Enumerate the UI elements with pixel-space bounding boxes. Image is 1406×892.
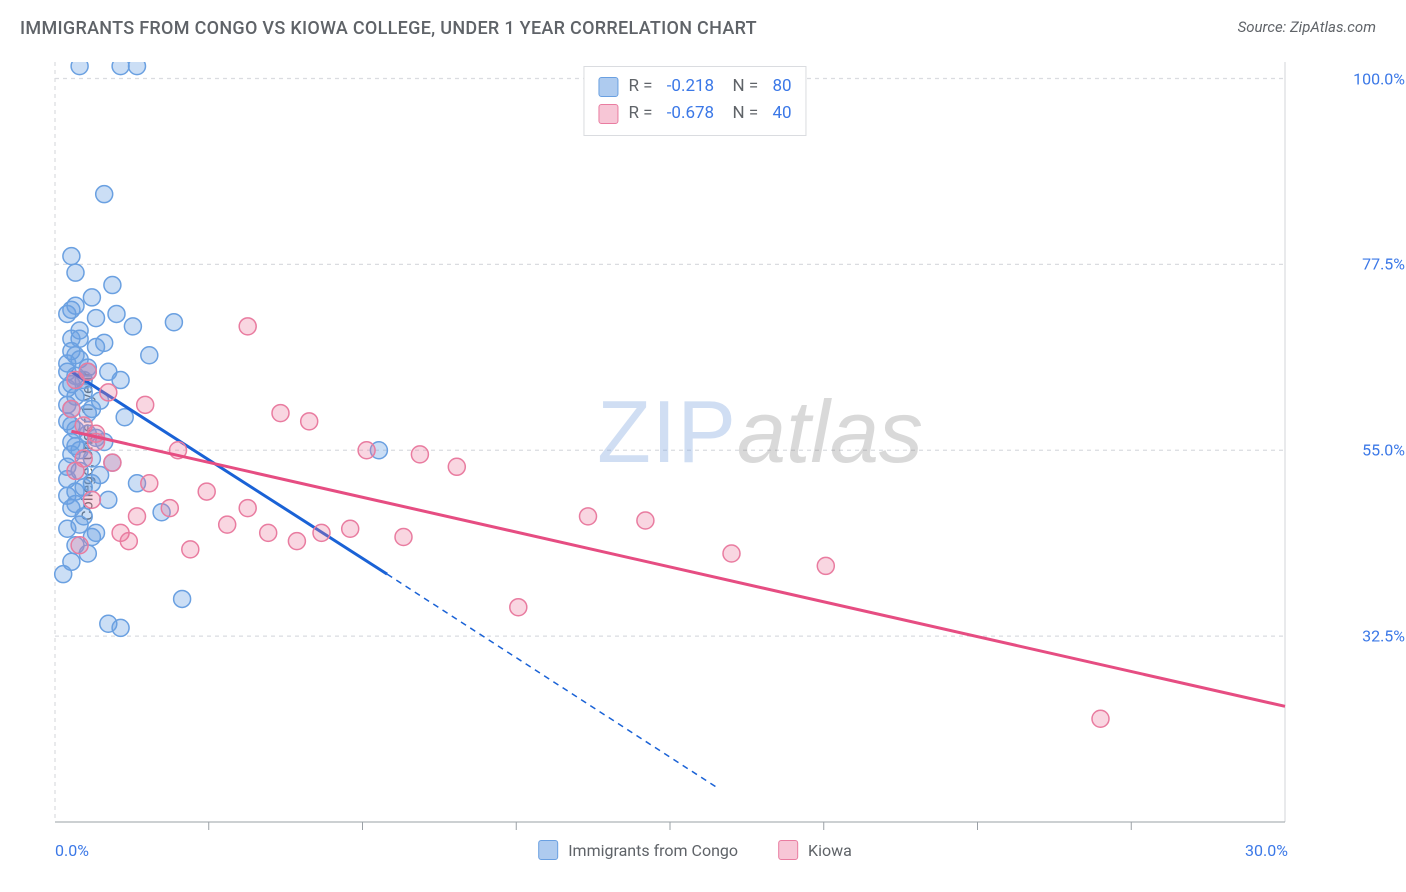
scatter-point	[67, 264, 84, 281]
scatter-point	[112, 619, 129, 636]
legend-n-value: 40	[772, 100, 791, 127]
scatter-point	[104, 277, 121, 294]
scatter-point	[67, 372, 84, 389]
legend-r-value: -0.218	[667, 73, 714, 100]
scatter-point	[165, 314, 182, 331]
y-tick-label: 32.5%	[1362, 627, 1405, 646]
scatter-point	[239, 500, 256, 517]
scatter-point	[723, 545, 740, 562]
scatter-point	[75, 450, 92, 467]
scatter-point	[817, 557, 834, 574]
scatter-point	[88, 310, 105, 327]
scatter-point	[313, 524, 330, 541]
scatter-point	[100, 384, 117, 401]
scatter-point	[104, 454, 121, 471]
scatter-point	[108, 305, 125, 322]
scatter-point	[198, 483, 215, 500]
scatter-point	[342, 520, 359, 537]
scatter-point	[71, 537, 88, 554]
scatter-point	[112, 62, 129, 75]
scatter-point	[580, 508, 597, 525]
scatter-point	[129, 62, 146, 75]
scatter-point	[288, 533, 305, 550]
scatter-point	[59, 487, 76, 504]
y-tick-label: 100.0%	[1353, 69, 1405, 88]
scatter-point	[174, 590, 191, 607]
scatter-point	[100, 491, 117, 508]
scatter-point	[395, 529, 412, 546]
scatter-point	[411, 446, 428, 463]
scatter-point	[182, 541, 199, 558]
y-tick-label: 77.5%	[1362, 255, 1405, 274]
scatter-point	[124, 318, 141, 335]
scatter-point	[71, 62, 88, 75]
legend-n-value: 80	[772, 73, 791, 100]
legend-r-label: R =	[628, 73, 656, 100]
scatter-point	[260, 524, 277, 541]
scatter-point	[448, 458, 465, 475]
page-title: IMMIGRANTS FROM CONGO VS KIOWA COLLEGE, …	[20, 18, 757, 39]
trend-line-extrapolated	[387, 574, 719, 789]
scatter-point	[71, 330, 88, 347]
scatter-point	[129, 508, 146, 525]
scatter-point	[141, 347, 158, 364]
scatter-point	[637, 512, 654, 529]
scatter-point	[510, 599, 527, 616]
scatter-point	[96, 334, 113, 351]
scatter-point	[301, 413, 318, 430]
legend-stat-row: R = -0.678 N = 40	[598, 100, 791, 127]
source-label: Source: ZipAtlas.com	[1238, 18, 1376, 36]
legend-label: Kiowa	[808, 841, 852, 860]
scatter-point	[239, 318, 256, 335]
legend-label: Immigrants from Congo	[568, 841, 738, 860]
scatter-point	[141, 475, 158, 492]
scatter-point	[1092, 710, 1109, 727]
legend-item: Kiowa	[778, 840, 852, 860]
chart-area: ZIPatlas R = -0.218 N = 80R = -0.678 N =…	[45, 62, 1345, 832]
scatter-point	[63, 248, 80, 265]
scatter-chart	[45, 62, 1345, 832]
scatter-point	[55, 566, 72, 583]
legend-stat-row: R = -0.218 N = 80	[598, 73, 791, 100]
scatter-point	[71, 516, 88, 533]
y-tick-label: 55.0%	[1362, 441, 1405, 460]
legend-swatch	[598, 104, 618, 124]
trend-line	[71, 431, 1285, 706]
legend-item: Immigrants from Congo	[538, 840, 738, 860]
scatter-point	[83, 491, 100, 508]
legend-swatch	[598, 77, 618, 97]
legend-r-value: -0.678	[667, 100, 714, 127]
legend-r-label: R =	[628, 100, 656, 127]
scatter-point	[96, 186, 113, 203]
legend-swatch	[778, 840, 798, 860]
x-tick-label: 30.0%	[1245, 841, 1288, 860]
scatter-point	[63, 301, 80, 318]
x-tick-label: 0.0%	[55, 841, 89, 860]
legend-swatch	[538, 840, 558, 860]
scatter-point	[63, 400, 80, 417]
scatter-point	[272, 405, 289, 422]
series-legend: Immigrants from Congo Kiowa	[538, 840, 852, 860]
scatter-point	[219, 516, 236, 533]
correlation-legend: R = -0.218 N = 80R = -0.678 N = 40	[583, 66, 806, 136]
trend-line	[71, 372, 387, 574]
scatter-point	[137, 396, 154, 413]
scatter-point	[358, 442, 375, 459]
scatter-point	[120, 533, 137, 550]
legend-n-label: N =	[724, 100, 762, 127]
legend-n-label: N =	[724, 73, 762, 100]
scatter-point	[83, 289, 100, 306]
scatter-point	[161, 500, 178, 517]
